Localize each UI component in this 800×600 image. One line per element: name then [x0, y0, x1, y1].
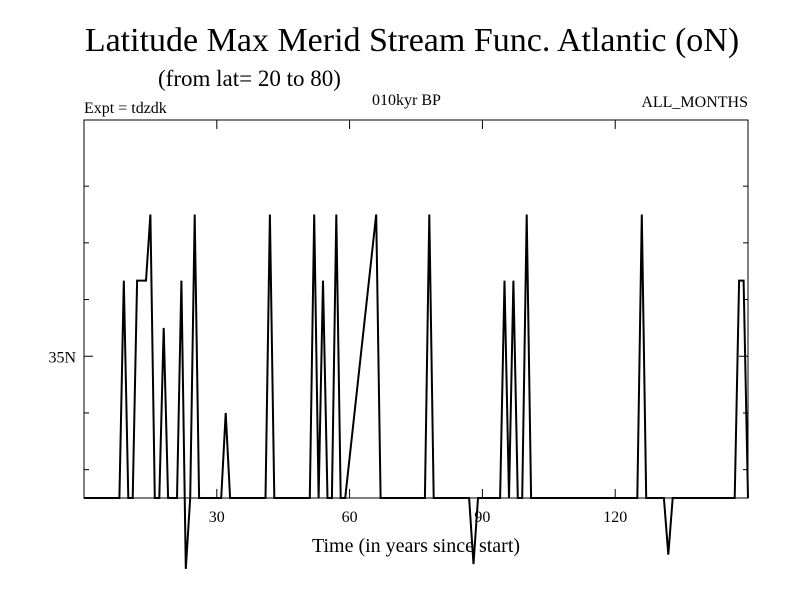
x-axis-label: Time (in years since start): [312, 535, 520, 557]
months-label: ALL_MONTHS: [641, 94, 748, 111]
x-tick-label: 30: [209, 509, 225, 526]
chart-subtitle: (from lat= 20 to 80): [158, 66, 341, 91]
x-tick-label: 120: [603, 509, 627, 526]
chart-title: Latitude Max Merid Stream Func. Atlantic…: [84, 22, 740, 59]
x-tick-label: 90: [474, 509, 490, 526]
experiment-label: Expt = tdzdk: [84, 100, 167, 117]
axis-ticks: 30 60 90 120 35N: [48, 120, 748, 526]
period-label: 010kyr BP: [372, 92, 441, 109]
y-tick-label: 35N: [48, 349, 76, 366]
x-tick-label: 60: [342, 509, 358, 526]
series-line: [84, 214, 749, 569]
